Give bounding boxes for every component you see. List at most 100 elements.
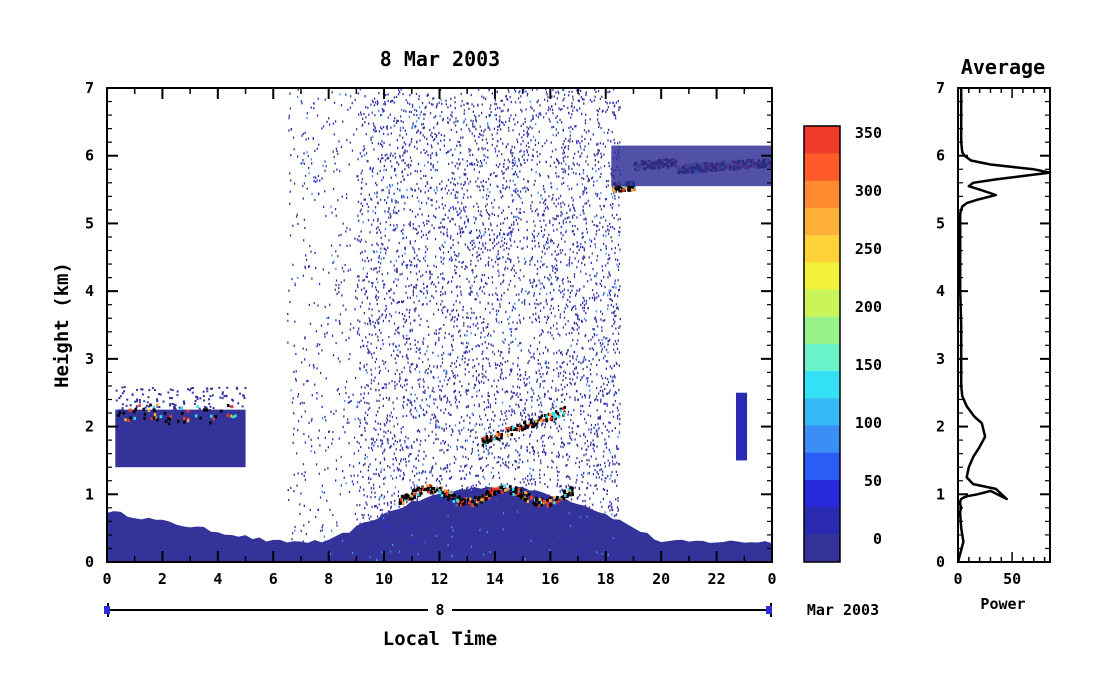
- heatmap-noise-cell: [413, 440, 415, 443]
- heatmap-noise-cell: [334, 162, 336, 165]
- heatmap-noise-cell: [583, 177, 585, 180]
- heatmap-noise-cell: [589, 394, 591, 397]
- heatmap-noise-cell: [557, 451, 560, 454]
- heatmap-noise-cell: [613, 394, 615, 397]
- heatmap-noise-cell: [374, 192, 376, 195]
- heatmap-noise-cell: [602, 497, 604, 500]
- heatmap-noise-cell: [450, 508, 452, 511]
- heatmap-noise-cell: [570, 383, 572, 386]
- heatmap-noise-cell: [396, 187, 399, 191]
- heatmap-noise-cell: [314, 555, 316, 558]
- heatmap-noise-cell: [372, 219, 375, 222]
- heatmap-noise-cell: [333, 133, 335, 136]
- heatmap-noise-cell: [466, 189, 468, 192]
- heatmap-noise-cell: [366, 363, 368, 366]
- heatmap-noise-cell: [386, 525, 388, 528]
- heatmap-noise-cell: [411, 188, 413, 191]
- heatmap-noise-cell: [484, 510, 486, 513]
- heatmap-noise-cell: [565, 486, 567, 489]
- heatmap-noise-cell: [609, 509, 611, 512]
- heatmap-noise-cell: [584, 263, 586, 266]
- heatmap-noise-cell: [332, 513, 334, 517]
- heatmap-noise-cell: [599, 221, 601, 224]
- heatmap-noise-cell: [596, 230, 598, 233]
- heatmap-noise-cell: [561, 290, 564, 293]
- heatmap-noise-cell: [390, 302, 393, 305]
- heatmap-noise-cell: [428, 333, 430, 336]
- heatmap-noise-cell: [429, 394, 431, 397]
- heatmap-noise-cell: [543, 286, 545, 289]
- heatmap-noise-cell: [297, 155, 299, 158]
- heatmap-noise-cell: [608, 448, 610, 452]
- heatmap-noise-cell: [473, 125, 476, 128]
- heatmap-noise-cell: [550, 311, 552, 315]
- heatmap-noise-cell: [289, 234, 292, 237]
- heatmap-noise-cell: [543, 285, 545, 288]
- heatmap-noise-cell: [379, 159, 382, 163]
- heatmap-noise-cell: [559, 491, 561, 494]
- heatmap-noise-cell: [525, 190, 527, 193]
- heatmap-noise-cell: [302, 161, 304, 164]
- heatmap-noise-cell: [416, 439, 418, 442]
- heatmap-noise-cell: [529, 467, 531, 470]
- heatmap-noise-cell: [499, 364, 501, 367]
- heatmap-noise-cell: [587, 520, 590, 524]
- heatmap-noise-cell: [396, 369, 398, 372]
- heatmap-noise-cell: [370, 379, 373, 382]
- heatmap-noise-cell: [454, 264, 456, 267]
- heatmap-noise-cell: [550, 386, 553, 389]
- heatmap-noise-cell: [471, 465, 473, 468]
- heatmap-noise-cell: [331, 538, 333, 541]
- heatmap-noise-cell: [480, 247, 482, 251]
- heatmap-noise-cell: [417, 341, 419, 344]
- heatmap-noise-cell: [394, 206, 396, 209]
- heatmap-noise-cell: [524, 117, 526, 120]
- heatmap-noise-cell: [369, 302, 371, 305]
- heatmap-noise-cell: [413, 286, 416, 289]
- heatmap-noise-cell: [382, 157, 384, 160]
- heatmap-noise-cell: [327, 446, 329, 449]
- heatmap-noise-cell: [531, 417, 533, 420]
- heatmap-noise-cell: [507, 288, 509, 291]
- heatmap-noise-cell: [513, 269, 516, 272]
- heatmap-noise-cell: [483, 292, 486, 295]
- heatmap-noise-cell: [558, 455, 560, 459]
- heatmap-noise-cell: [499, 418, 501, 421]
- heatmap-noise-cell: [487, 449, 489, 452]
- heatmap-noise-cell: [450, 280, 453, 283]
- heatmap-noise-cell: [431, 131, 433, 134]
- heatmap-noise-cell: [500, 447, 502, 450]
- heatmap-noise-cell: [409, 329, 411, 332]
- heatmap-noise-cell: [444, 513, 446, 516]
- heatmap-noise-cell: [328, 430, 330, 433]
- heatmap-noise-cell: [300, 162, 302, 165]
- heatmap-noise-cell: [366, 296, 369, 299]
- heatmap-noise-cell: [385, 316, 387, 319]
- heatmap-noise-cell: [373, 104, 376, 107]
- heatmap-noise-cell: [527, 180, 529, 183]
- heatmap-noise-cell: [584, 395, 586, 398]
- heatmap-noise-cell: [447, 117, 449, 120]
- heatmap-noise-cell: [436, 104, 438, 108]
- heatmap-noise-cell: [583, 410, 585, 413]
- heatmap-noise-cell: [414, 239, 416, 243]
- heatmap-noise-cell: [388, 319, 390, 323]
- heatmap-noise-cell: [552, 324, 555, 327]
- heatmap-noise-cell: [322, 524, 324, 527]
- heatmap-noise-cell: [400, 528, 402, 531]
- heatmap-noise-cell: [513, 156, 516, 159]
- heatmap-noise-cell: [358, 239, 360, 242]
- heatmap-noise-cell: [402, 415, 404, 418]
- heatmap-noise-cell: [482, 468, 484, 471]
- heatmap-noise-cell: [401, 159, 403, 162]
- heatmap-noise-cell: [611, 299, 613, 302]
- heatmap-noise-cell: [545, 243, 547, 246]
- heatmap-noise-cell: [453, 362, 456, 365]
- heatmap-noise-cell: [474, 514, 476, 517]
- heatmap-noise-cell: [380, 445, 382, 448]
- heatmap-noise-cell: [603, 165, 606, 168]
- heatmap-noise-cell: [366, 422, 368, 425]
- heatmap-noise-cell: [408, 110, 411, 113]
- heatmap-noise-cell: [481, 365, 484, 368]
- heatmap-noise-cell: [358, 401, 361, 404]
